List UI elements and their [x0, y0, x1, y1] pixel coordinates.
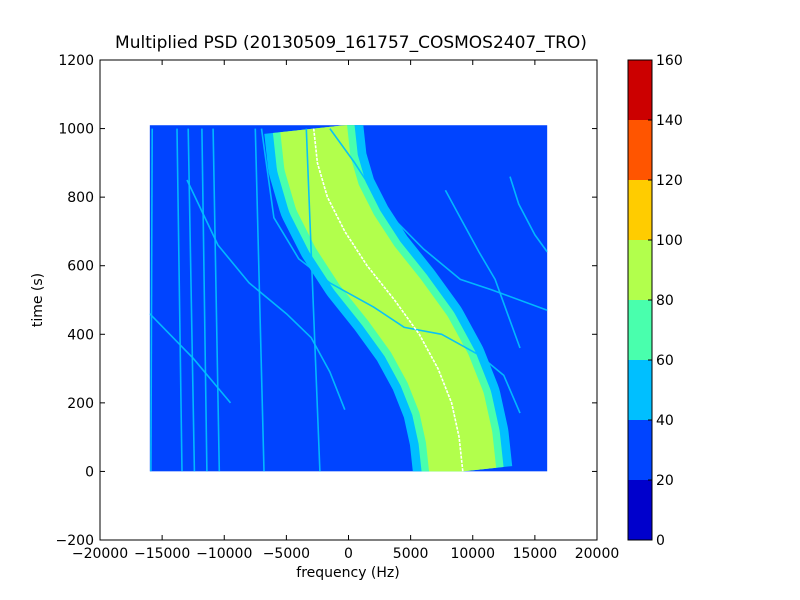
y-axis-label: time (s) [30, 273, 46, 327]
colorbar-band-2 [628, 420, 652, 480]
heatmap-field [149, 125, 548, 472]
weak-trace-4 [444, 189, 521, 349]
colorbar-band-4 [628, 300, 652, 360]
colorbar-band-3 [628, 360, 652, 420]
colorbar-band-8 [628, 60, 652, 120]
weak-trace-10 [201, 128, 208, 472]
y-tick-label: 1000 [58, 122, 94, 138]
colorbar-tick-label: 100 [656, 233, 683, 249]
y-tick-label: 200 [67, 396, 94, 412]
colorbar-band-1 [628, 480, 652, 540]
colorbar-band-5 [628, 240, 652, 300]
colorbar-tick-label: 60 [656, 353, 674, 369]
x-tick-label: 10000 [450, 546, 495, 562]
colorbar-tick-label: 140 [656, 113, 683, 129]
x-tick-label: 5000 [393, 546, 429, 562]
weak-trace-7 [150, 128, 153, 472]
colorbar-tick-label: 20 [656, 473, 674, 489]
colorbar: 0 20 40 60 80 100 120 140 160 [627, 53, 683, 549]
weak-trace-3 [260, 128, 521, 414]
weak-trace-8 [176, 128, 183, 472]
weak-trace-5 [509, 176, 548, 253]
x-tick-label: 20000 [575, 546, 620, 562]
weak-trace-9 [187, 128, 196, 472]
weak-trace-1 [186, 179, 346, 410]
y-tick-label: 400 [67, 327, 94, 343]
y-tick-label: 0 [85, 464, 94, 480]
x-tick-label: −5000 [263, 546, 310, 562]
y-axis: −200 0 200 400 600 800 1000 1200 [56, 53, 597, 549]
x-tick-label: −15000 [134, 546, 190, 562]
y-tick-label: 600 [67, 259, 94, 275]
colorbar-tick-label: 80 [656, 293, 674, 309]
y-tick-label: −200 [56, 533, 94, 549]
colorbar-tick-label: 120 [656, 173, 683, 189]
colorbar-band-7 [628, 120, 652, 180]
colorbar-tick-label: 160 [656, 53, 683, 69]
colorbar-tick-label: 40 [656, 413, 674, 429]
x-tick-label: 0 [344, 546, 353, 562]
plot-area [100, 60, 597, 540]
colorbar-tick-label: 0 [656, 533, 665, 549]
x-tick-label: 15000 [513, 546, 558, 562]
chart-title: Multiplied PSD (20130509_161757_COSMOS24… [115, 33, 587, 53]
x-tick-label: −10000 [196, 546, 252, 562]
y-tick-label: 800 [67, 190, 94, 206]
weak-trace-13 [305, 128, 321, 472]
weak-trace-6 [329, 128, 548, 312]
x-axis-label: frequency (Hz) [296, 565, 399, 581]
x-axis: −20000 −15000 −10000 −5000 0 5000 10000 15000 20… [72, 60, 619, 562]
y-tick-label: 1200 [58, 53, 94, 69]
colorbar-band-6 [628, 180, 652, 240]
signal-centerline [312, 128, 464, 472]
weak-trace-11 [212, 128, 221, 472]
weak-trace-12 [254, 128, 265, 472]
x-tick-label: −20000 [72, 546, 128, 562]
